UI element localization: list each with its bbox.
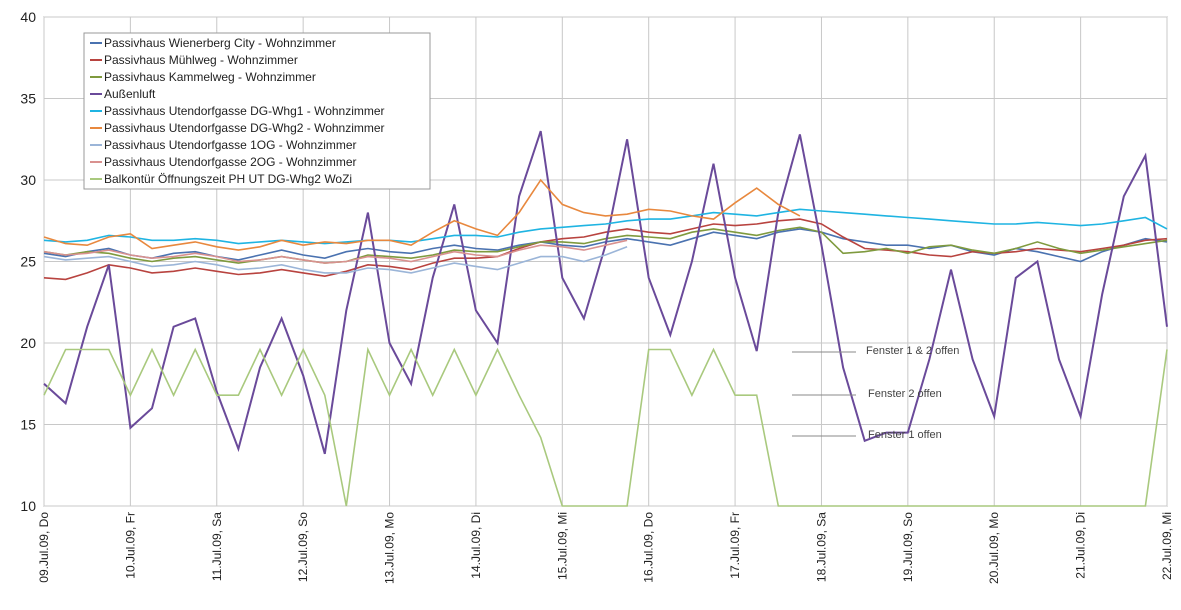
x-tick-label: 22.Jul.09, Mi: [1160, 512, 1174, 580]
series-line: [43, 246, 628, 274]
legend-label: Passivhaus Utendorfgasse 2OG - Wohnzimme…: [104, 155, 357, 169]
x-tick-label: 12.Jul.09, So: [296, 512, 310, 582]
legend: Passivhaus Wienerberg City - Wohnzimmer P…: [83, 32, 431, 190]
x-tick-label: 09.Jul.09, Do: [37, 512, 51, 583]
x-tick-label: 18.Jul.09, Sa: [814, 512, 828, 582]
x-tick-label: 20.Jul.09, Mo: [987, 512, 1001, 584]
y-tick-label: 30: [20, 172, 36, 188]
x-tick-label: 14.Jul.09, Di: [469, 512, 483, 579]
legend-label: Passivhaus Wienerberg City - Wohnzimmer: [104, 36, 336, 50]
y-tick-label: 10: [20, 498, 36, 514]
legend-label: Passivhaus Utendorfgasse 1OG - Wohnzimme…: [104, 138, 357, 152]
x-tick-label: 19.Jul.09, So: [901, 512, 915, 582]
legend-label: Passivhaus Utendorfgasse DG-Whg2 - Wohnz…: [104, 121, 385, 135]
y-tick-label: 35: [20, 91, 36, 107]
x-tick-label: 16.Jul.09, Do: [642, 512, 656, 583]
x-tick-label: 17.Jul.09, Fr: [728, 512, 742, 579]
series-line: [43, 218, 1168, 281]
legend-label: Passivhaus Kammelweg - Wohnzimmer: [104, 70, 316, 84]
x-tick-label: 13.Jul.09, Mo: [383, 512, 397, 584]
annotation: Fenster 1 & 2 offen: [866, 345, 960, 357]
legend-label: Passivhaus Utendorfgasse DG-Whg1 - Wohnz…: [104, 104, 385, 118]
annotation: Fenster 2 offen: [868, 388, 942, 400]
legend-label: Außenluft: [104, 87, 156, 101]
y-tick-label: 20: [20, 335, 36, 351]
legend-label: Passivhaus Mühlweg - Wohnzimmer: [104, 53, 298, 67]
x-tick-label: 11.Jul.09, Sa: [210, 512, 224, 581]
series-line: [43, 346, 1168, 507]
series-line: [43, 208, 1168, 245]
legend-label: Balkontür Öffnungszeit PH UT DG-Whg2 WoZ…: [104, 172, 352, 186]
x-tick-label: 15.Jul.09, Mi: [555, 512, 569, 580]
x-tick-label: 10.Jul.09, Fr: [123, 512, 137, 579]
x-tick-label: 21.Jul.09, Di: [1074, 512, 1088, 579]
y-tick-label: 15: [20, 417, 36, 433]
series-line: [43, 226, 1168, 264]
series-line: [43, 178, 801, 251]
y-tick-label: 25: [20, 254, 36, 270]
annotation: Fenster 1 offen: [868, 429, 942, 441]
legend-box: [83, 32, 431, 190]
y-tick-label: 40: [20, 9, 36, 25]
series-line: [43, 239, 628, 264]
